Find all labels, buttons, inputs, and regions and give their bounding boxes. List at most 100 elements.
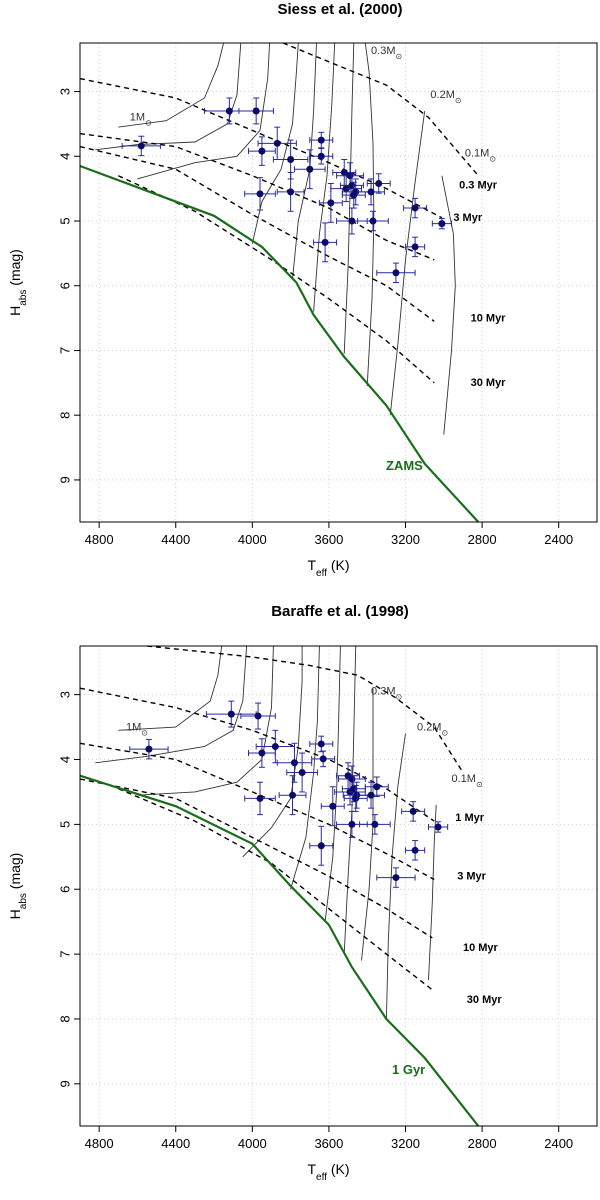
star-point bbox=[405, 840, 426, 861]
age-label: 3 Myr bbox=[453, 212, 482, 224]
panel-siess: Siess et al. (2000) 1M⊙ 0.3M⊙ 0.2M⊙ 0.1M⊙ 0.… bbox=[7, 1, 598, 579]
x-tick-label: 3200 bbox=[391, 532, 420, 547]
y-tick-label: 9 bbox=[57, 476, 72, 483]
age-label: 0.3 Myr bbox=[459, 180, 498, 192]
star-point bbox=[286, 752, 318, 793]
star-point bbox=[309, 131, 334, 149]
y-tick-label: 4 bbox=[57, 153, 72, 160]
x-tick-label: 3200 bbox=[391, 1136, 420, 1151]
mass-track bbox=[118, 43, 243, 128]
mass-track bbox=[137, 43, 271, 180]
star-point bbox=[313, 222, 338, 263]
star-point bbox=[431, 217, 452, 230]
y-tick-label: 7 bbox=[57, 347, 72, 354]
plot-frame bbox=[79, 645, 598, 1127]
panel-baraffe: Baraffe et al. (1998) 1M⊙ 0.3M⊙ 0.2M⊙ 0.1M⊙… bbox=[7, 603, 598, 1183]
mass-label: 0.1M⊙ bbox=[465, 147, 496, 163]
x-tick-label: 3600 bbox=[314, 1136, 343, 1151]
star-point bbox=[244, 781, 276, 816]
star-point bbox=[248, 136, 276, 166]
star-point bbox=[405, 236, 426, 258]
y-axis-label: Habs (mag) bbox=[7, 853, 29, 920]
y-axis-label: Habs (mag) bbox=[7, 249, 29, 316]
chart-title: Baraffe et al. (1998) bbox=[271, 603, 409, 620]
zams-label: 1 Gyr bbox=[392, 1062, 425, 1077]
zams-curve bbox=[80, 774, 480, 1126]
y-tick-label: 4 bbox=[57, 756, 72, 763]
plot-frame bbox=[79, 42, 598, 523]
x-tick-label: 2400 bbox=[544, 1136, 573, 1151]
zams-curve bbox=[80, 164, 480, 522]
y-tick-label: 5 bbox=[57, 821, 72, 828]
x-tick-label: 3600 bbox=[314, 532, 343, 547]
x-tick-label: 4400 bbox=[161, 1136, 190, 1151]
y-tick-label: 3 bbox=[57, 691, 72, 698]
star-point bbox=[276, 742, 313, 783]
star-point bbox=[401, 801, 426, 822]
age-label: 10 Myr bbox=[471, 312, 507, 324]
curve-labels: 1M⊙ 0.3M⊙ 0.2M⊙ 0.1M⊙ 0.3 Myr 3 Myr 10 Myr 30 M… bbox=[130, 45, 506, 473]
star-point bbox=[376, 262, 416, 283]
y-tick-label: 8 bbox=[57, 412, 72, 419]
star-point bbox=[248, 738, 276, 768]
x-tick-label: 2800 bbox=[468, 532, 497, 547]
mass-track bbox=[428, 804, 437, 981]
mass-label: 0.3M⊙ bbox=[371, 686, 402, 702]
y-tick-label: 9 bbox=[57, 1080, 72, 1087]
isochrone bbox=[80, 742, 435, 881]
stars bbox=[121, 97, 452, 283]
mass-track bbox=[389, 110, 426, 416]
star-point bbox=[257, 126, 297, 161]
star-point bbox=[129, 738, 169, 760]
isochrone bbox=[282, 43, 479, 177]
x-tick-label: 2400 bbox=[544, 532, 573, 547]
grid bbox=[80, 646, 597, 1126]
axis-ticks: 4800 4400 4000 3600 3200 2800 2400 3 4 5 6 7 8 9 bbox=[57, 88, 573, 547]
mass-label: 0.1M⊙ bbox=[451, 773, 482, 789]
isochrone bbox=[80, 145, 435, 322]
x-tick-label: 4800 bbox=[85, 1136, 114, 1151]
star-point bbox=[278, 775, 307, 816]
axis-ticks: 4800 4400 4000 3600 3200 2800 2400 3 4 5 6 7 8 9 bbox=[57, 691, 573, 1151]
isochrone bbox=[118, 788, 433, 991]
star-point bbox=[255, 729, 295, 764]
star-point bbox=[364, 776, 389, 797]
x-tick-label: 2800 bbox=[468, 1136, 497, 1151]
star-point bbox=[240, 702, 276, 730]
zams-label: ZAMS bbox=[386, 458, 423, 473]
zams-line bbox=[80, 164, 480, 522]
mass-track bbox=[118, 646, 223, 731]
star-point bbox=[320, 786, 345, 827]
isochrone bbox=[80, 687, 435, 822]
y-tick-label: 5 bbox=[57, 217, 72, 224]
star-point bbox=[357, 178, 385, 206]
curve-labels: 1M⊙ 0.3M⊙ 0.2M⊙ 0.1M⊙ 1 Myr 3 Myr 10 Myr 30 Myr… bbox=[126, 686, 502, 1077]
star-point bbox=[403, 197, 428, 219]
star-point bbox=[311, 750, 336, 768]
isochrone bbox=[118, 175, 435, 384]
mass-label: 1M⊙ bbox=[126, 721, 148, 737]
y-tick-label: 7 bbox=[57, 950, 72, 957]
x-axis-label: Teff (K) bbox=[307, 1161, 349, 1183]
age-label: 30 Myr bbox=[471, 377, 507, 389]
star-point bbox=[293, 149, 326, 190]
y-tick-label: 6 bbox=[57, 886, 72, 893]
age-label: 10 Myr bbox=[463, 942, 499, 954]
mass-track bbox=[95, 646, 248, 764]
mass-label: 1M⊙ bbox=[130, 112, 152, 128]
star-point bbox=[121, 135, 161, 157]
mass-label: 0.2M⊙ bbox=[417, 721, 448, 737]
x-tick-label: 4400 bbox=[161, 532, 190, 547]
mass-track bbox=[441, 175, 456, 435]
mass-label: 0.3M⊙ bbox=[371, 45, 402, 61]
y-tick-label: 8 bbox=[57, 1015, 72, 1022]
star-point bbox=[309, 148, 334, 165]
age-label: 30 Myr bbox=[467, 994, 503, 1006]
x-tick-label: 4800 bbox=[85, 532, 114, 547]
isochrone bbox=[80, 778, 433, 939]
x-tick-label: 4000 bbox=[238, 532, 267, 547]
star-point bbox=[427, 821, 449, 833]
isochrones bbox=[80, 646, 464, 991]
star-point bbox=[357, 210, 389, 232]
